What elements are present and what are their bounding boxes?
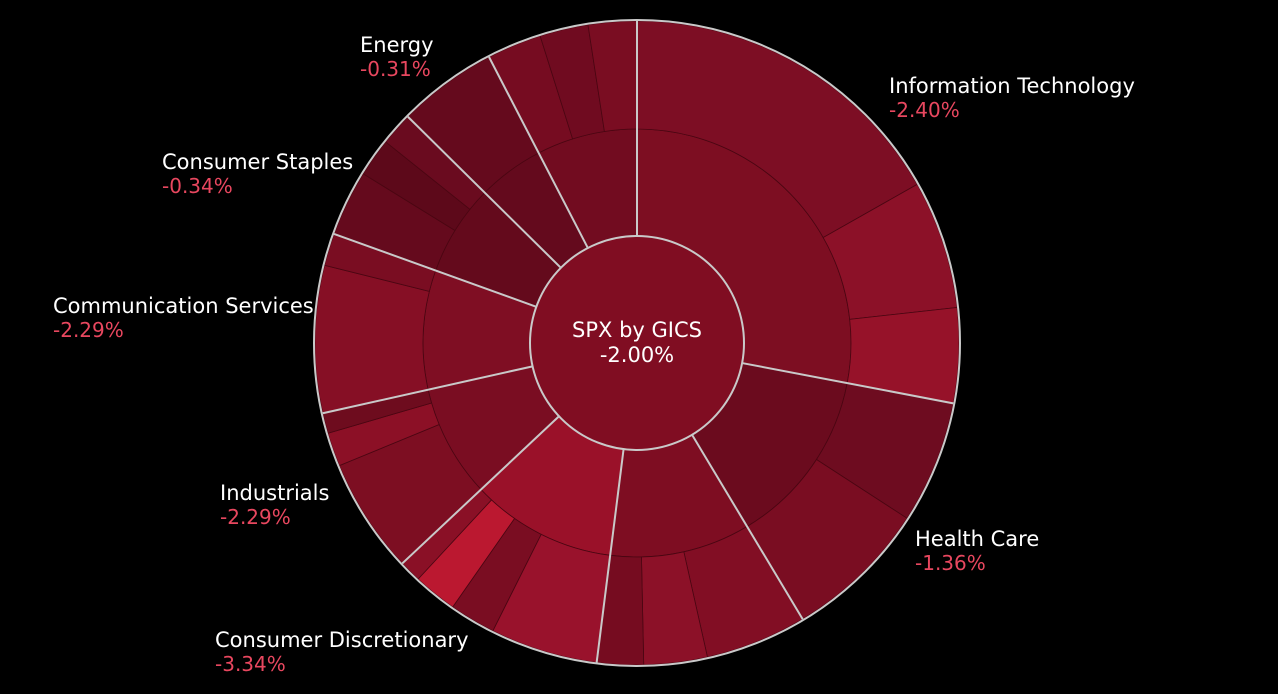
sector-label-change: -1.36% [915,551,986,575]
sector-separator [488,56,589,249]
sector-label-name: Health Care [915,527,1039,551]
sector-label-name: Information Technology [889,74,1135,98]
sector-label-name: Energy [360,33,434,57]
sector-label-change: -2.40% [889,98,960,122]
center-title: SPX by GICS [572,318,702,342]
sector-separators [322,21,954,663]
center-value: -2.00% [600,343,674,367]
sector-label-name: Industrials [220,481,329,505]
sector-separator [691,434,804,620]
sector-label-change: -0.34% [162,174,233,198]
center-disc [529,235,745,451]
sector-label-name: Communication Services [53,294,314,318]
chart-center: SPX by GICS -2.00% [529,235,745,451]
sector-labels: Information Technology-2.40%Health Care-… [53,33,1135,676]
sector-label-change: -2.29% [53,318,124,342]
sector-label-name: Consumer Discretionary [215,628,469,652]
sector-separator [333,232,537,308]
sector-separator [401,415,560,565]
sector-separator [322,365,533,415]
sector-separator [595,449,625,663]
sector-label-name: Consumer Staples [162,150,353,174]
sector-label-change: -2.29% [220,505,291,529]
chart-segments [314,20,960,666]
sector-label-change: -0.31% [360,57,431,81]
sector-label-change: -3.34% [215,652,286,676]
outer-ring [313,19,961,667]
sector-separator [741,362,954,405]
sector-separator [407,116,562,269]
